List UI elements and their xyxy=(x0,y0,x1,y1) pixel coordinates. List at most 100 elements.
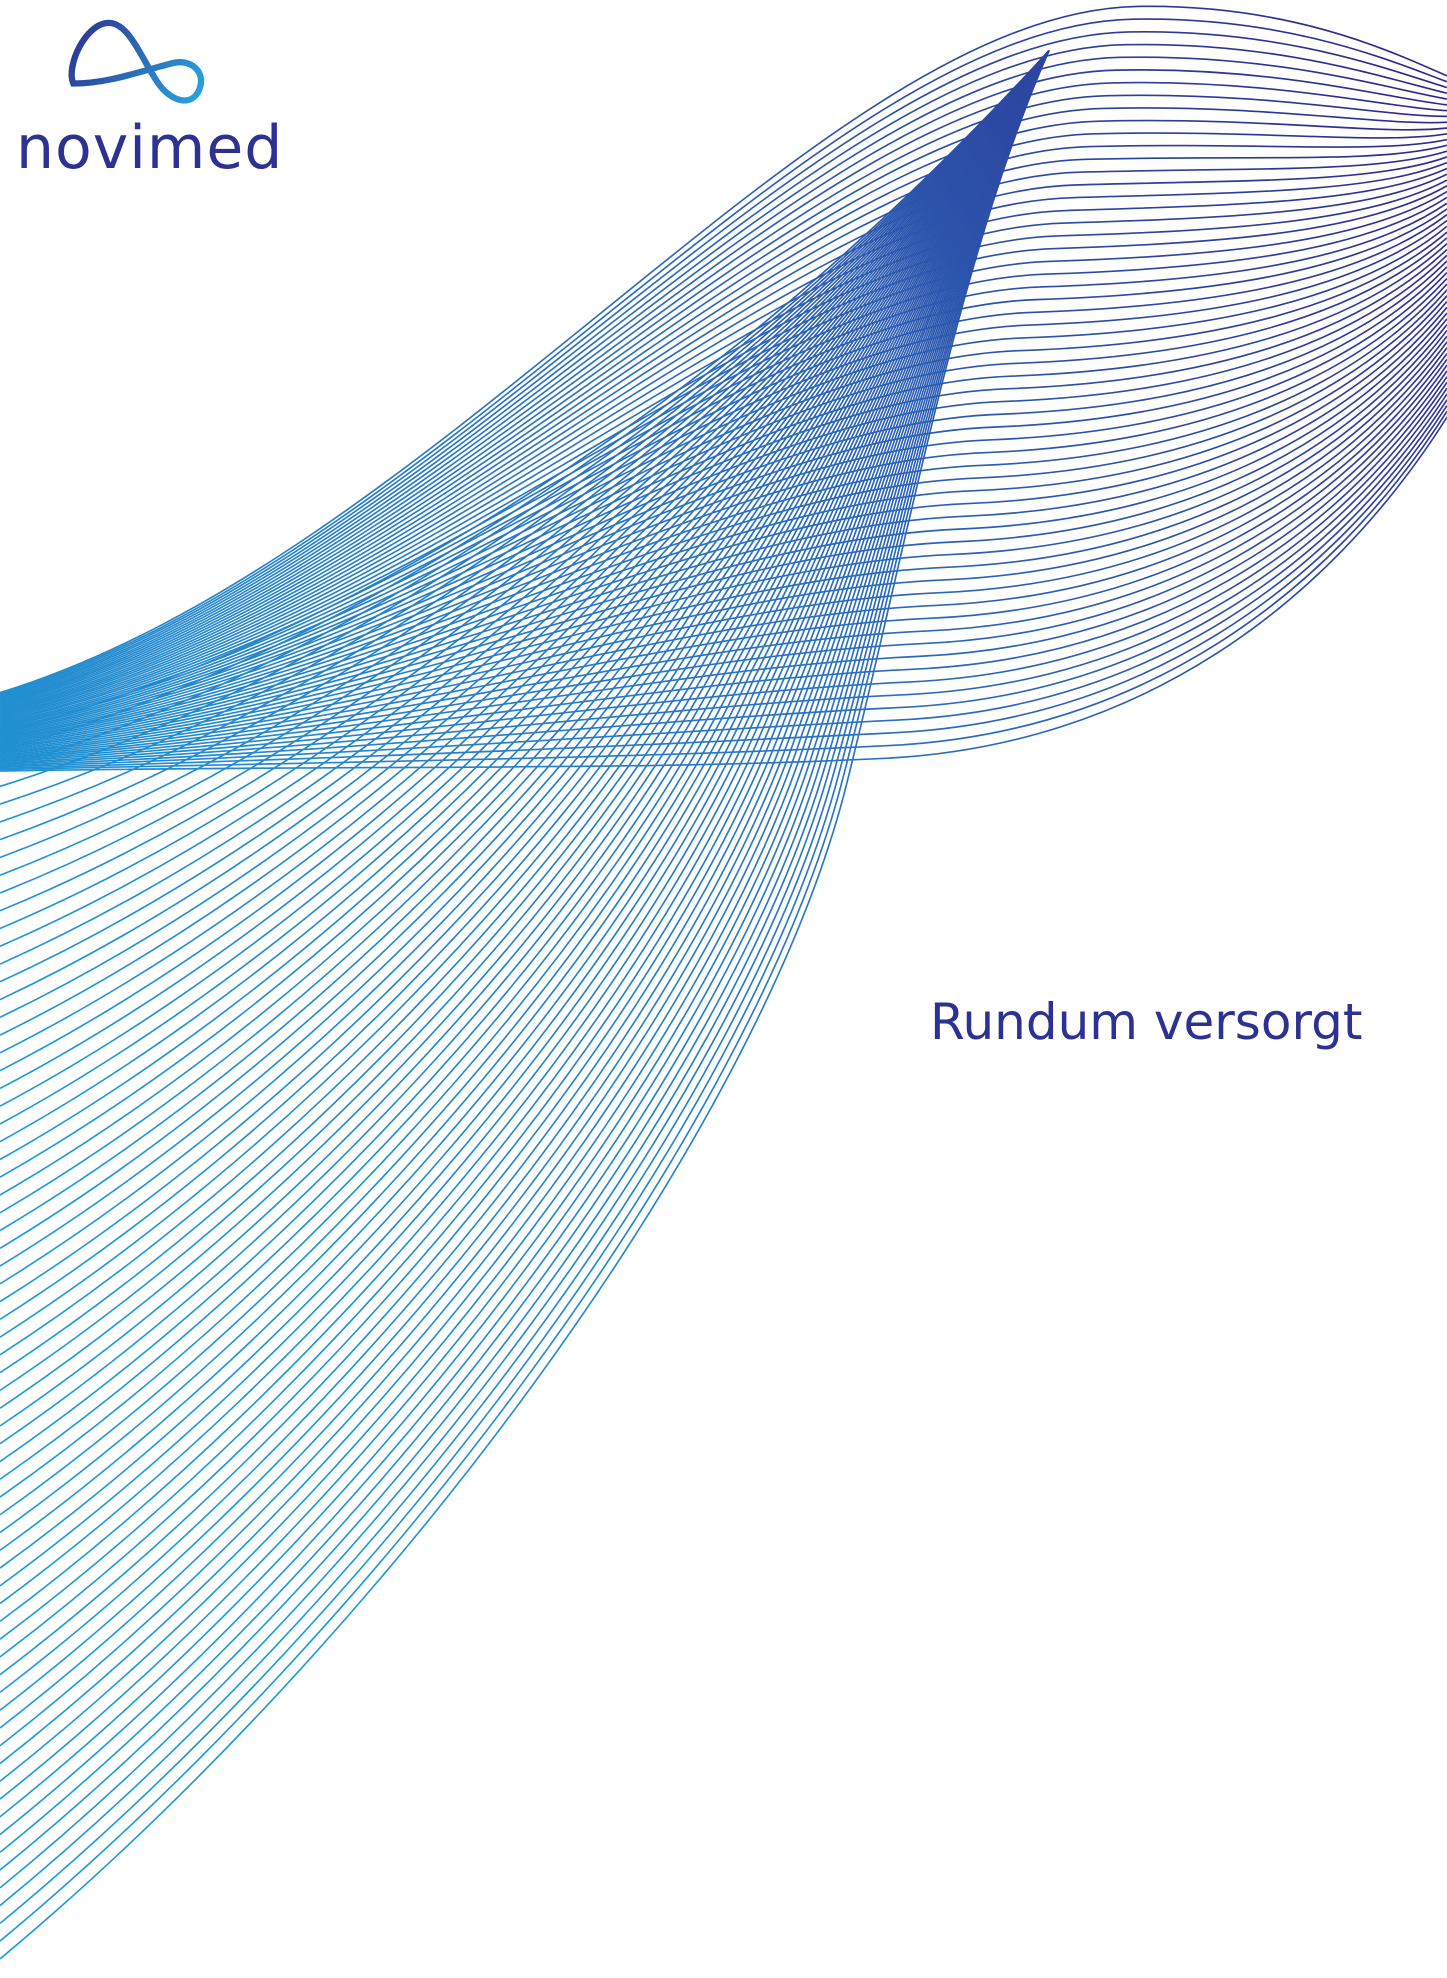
wave-line xyxy=(0,50,1050,1125)
wave-line xyxy=(0,50,1050,1747)
wave-line xyxy=(0,81,1447,702)
wave-line xyxy=(0,50,1050,788)
wave-line xyxy=(0,289,1447,743)
wave-line xyxy=(0,405,1447,770)
wave-line xyxy=(0,50,1050,1676)
wave-line xyxy=(0,50,1050,912)
wave-line xyxy=(0,243,1447,733)
wave-line xyxy=(0,50,1050,1445)
wave-line xyxy=(0,50,1050,1090)
wave-line xyxy=(0,50,1050,1854)
wave-line xyxy=(0,50,1050,1232)
wave-line xyxy=(0,50,1050,1001)
wave-line xyxy=(0,50,1050,1480)
wave-line xyxy=(0,50,1050,1836)
logo-name: novimed xyxy=(16,113,284,183)
wave-line xyxy=(0,50,1050,1196)
wave-line xyxy=(0,50,1050,1161)
wave-line xyxy=(0,50,1050,1942)
wave-line xyxy=(0,50,1050,1267)
wave-line xyxy=(0,50,1050,1178)
wave-line xyxy=(0,50,1050,1907)
wave-line xyxy=(0,50,1050,877)
wave-line xyxy=(0,69,1447,701)
wave-line xyxy=(0,50,1050,1036)
wave-line xyxy=(0,50,1050,1534)
wave-line xyxy=(0,50,1050,1587)
wave-line xyxy=(0,50,1050,930)
wave-line xyxy=(0,50,1050,1640)
wave-line xyxy=(0,50,1050,1463)
wave-line xyxy=(0,50,1050,1250)
wave-line xyxy=(0,364,1447,760)
wave-line xyxy=(0,50,1050,1356)
wave-line xyxy=(0,329,1447,752)
wave-line xyxy=(0,50,1050,841)
wave-line xyxy=(0,50,1050,1871)
wave-line xyxy=(0,31,1447,697)
wave-line xyxy=(0,50,1050,1889)
wave-line xyxy=(0,50,1050,1409)
wave-line xyxy=(0,50,1050,1552)
wave-line xyxy=(0,295,1447,744)
wave-line xyxy=(0,50,1050,1782)
wave-line xyxy=(0,50,1050,1498)
wave-line xyxy=(0,50,1050,1711)
wave-line xyxy=(0,50,1050,1019)
wave-line xyxy=(0,94,1447,703)
wave-line xyxy=(0,50,1050,965)
wave-line xyxy=(0,50,1050,1765)
wave-line xyxy=(0,107,1447,705)
logo-mark xyxy=(68,19,205,104)
wave-line xyxy=(0,18,1447,695)
wave-line xyxy=(0,138,1447,709)
wave-line xyxy=(0,50,1050,1800)
wave-line xyxy=(0,254,1447,735)
wave-line xyxy=(0,50,1050,1605)
wave-line xyxy=(0,132,1447,707)
wave-line xyxy=(0,50,1050,1729)
wave-line xyxy=(0,50,1050,948)
wave-line xyxy=(0,50,1050,1285)
wave-line xyxy=(0,277,1447,740)
wave-line xyxy=(0,50,1050,1623)
wave-line xyxy=(0,50,1050,1214)
wave-line xyxy=(0,50,1050,859)
wave-line xyxy=(0,50,1050,983)
wave-line xyxy=(0,50,1050,805)
wave-line xyxy=(0,50,1050,1516)
wave-line xyxy=(0,50,1050,1338)
wave-line xyxy=(0,50,1050,1694)
wave-line xyxy=(0,272,1447,739)
wave-line xyxy=(0,306,1447,747)
wave-line xyxy=(0,50,1050,734)
wave-line xyxy=(0,50,1050,752)
wave-line xyxy=(0,119,1447,706)
wave-line xyxy=(0,231,1447,730)
wave-line xyxy=(0,50,1050,1303)
wave-line xyxy=(0,5,1447,694)
wave-line xyxy=(0,381,1447,764)
wave-line xyxy=(0,56,1447,699)
wave-line xyxy=(0,50,1050,1960)
wave-line xyxy=(0,393,1447,767)
wave-line xyxy=(0,376,1447,763)
wave-line xyxy=(0,50,1050,894)
wave-line xyxy=(0,50,1050,1925)
wave-line xyxy=(0,43,1447,698)
wave-line xyxy=(0,50,1050,1374)
wave-line xyxy=(0,50,1050,1569)
wave-line xyxy=(0,50,1050,1072)
wave-line xyxy=(0,50,1050,1107)
wave-line xyxy=(0,358,1447,759)
wave-line xyxy=(0,50,1050,1143)
wave-line xyxy=(0,370,1447,762)
wave-lines xyxy=(0,5,1447,1960)
wave-line xyxy=(0,341,1447,755)
wave-line xyxy=(0,50,1050,1321)
wave-line xyxy=(0,50,1050,1427)
wave-line xyxy=(0,50,1050,1392)
wave-line xyxy=(0,50,1050,1658)
